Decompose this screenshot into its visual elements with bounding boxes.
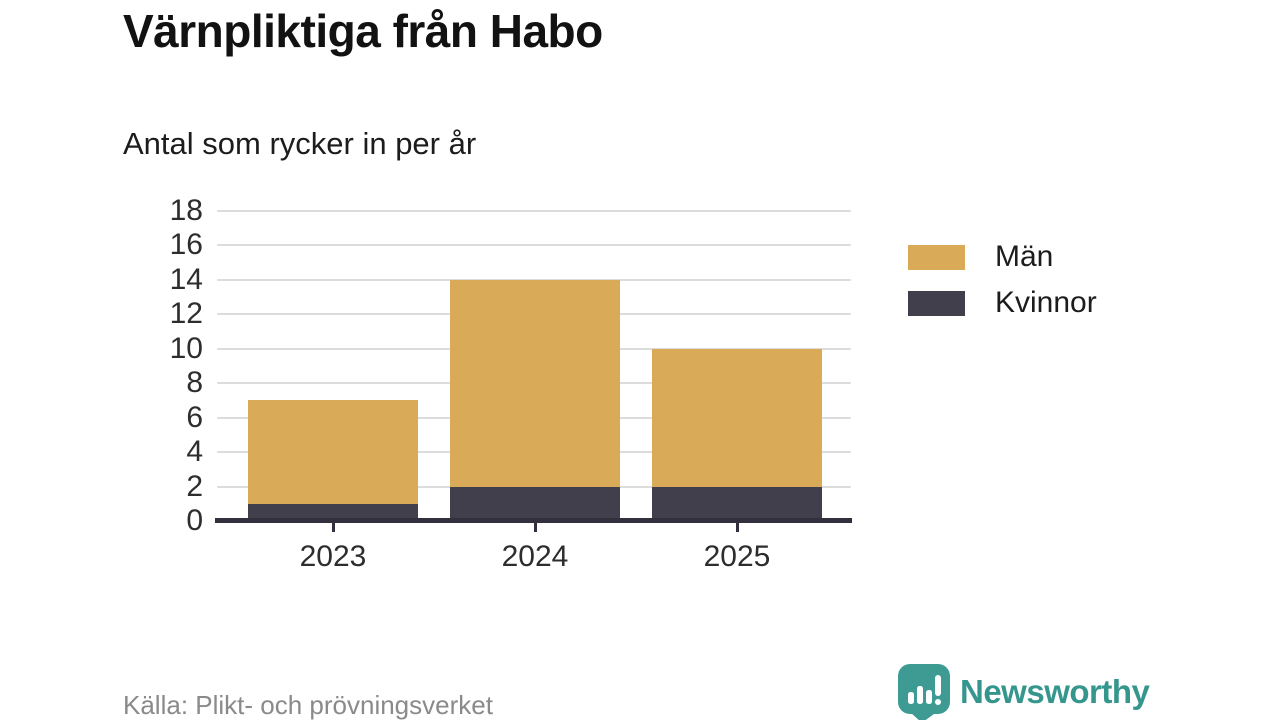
x-axis-line — [215, 518, 852, 523]
newsworthy-bubble-icon — [898, 664, 950, 720]
bar-segment-kvinnor-2023 — [248, 503, 418, 521]
chart-title: Värnpliktiga från Habo — [123, 5, 603, 57]
y-axis-label-2: 2 — [186, 469, 203, 503]
y-axis-label-16: 16 — [169, 228, 203, 262]
y-axis-label-18: 18 — [169, 194, 203, 227]
y-axis-label-10: 10 — [169, 331, 203, 365]
chart-subtitle: Antal som rycker in per år — [123, 126, 477, 161]
legend-label-kvinnor: Kvinnor — [995, 286, 1097, 319]
y-axis-label-0: 0 — [186, 504, 203, 537]
legend-item-kvinnor: Kvinnor — [908, 286, 1097, 319]
x-axis-tick-2024 — [533, 523, 537, 532]
legend-label-män: Män — [995, 240, 1054, 273]
newsworthy-wordmark: Newsworthy — [960, 673, 1150, 710]
x-axis-label-2025: 2025 — [703, 540, 771, 573]
bar-segment-män-2023 — [248, 400, 418, 504]
bar-segment-män-2025 — [652, 348, 822, 487]
newsworthy-logo: Newsworthy — [898, 664, 1150, 720]
bar-segment-kvinnor-2025 — [652, 486, 822, 521]
y-axis-label-12: 12 — [169, 297, 203, 331]
x-axis-label-2024: 2024 — [501, 540, 569, 573]
y-axis-label-6: 6 — [186, 400, 203, 434]
source-text: Källa: Plikt- och prövningsverket — [123, 690, 493, 720]
legend-swatch-kvinnor — [908, 290, 965, 316]
bar-segment-män-2024 — [450, 279, 620, 487]
y-axis-label-14: 14 — [169, 262, 203, 296]
chart-legend: Män Kvinnor — [908, 240, 1097, 336]
y-axis-label-4: 4 — [186, 435, 203, 469]
bar-segment-kvinnor-2024 — [450, 486, 620, 521]
gridline-y-18 — [217, 210, 851, 212]
gridline-y-16 — [217, 244, 851, 247]
x-axis-tick-2025 — [735, 523, 739, 532]
legend-swatch-män — [908, 244, 965, 270]
x-axis-tick-2023 — [331, 523, 335, 532]
y-axis-label-8: 8 — [186, 366, 203, 400]
x-axis-label-2023: 2023 — [299, 540, 367, 573]
legend-item-män: Män — [908, 240, 1097, 273]
